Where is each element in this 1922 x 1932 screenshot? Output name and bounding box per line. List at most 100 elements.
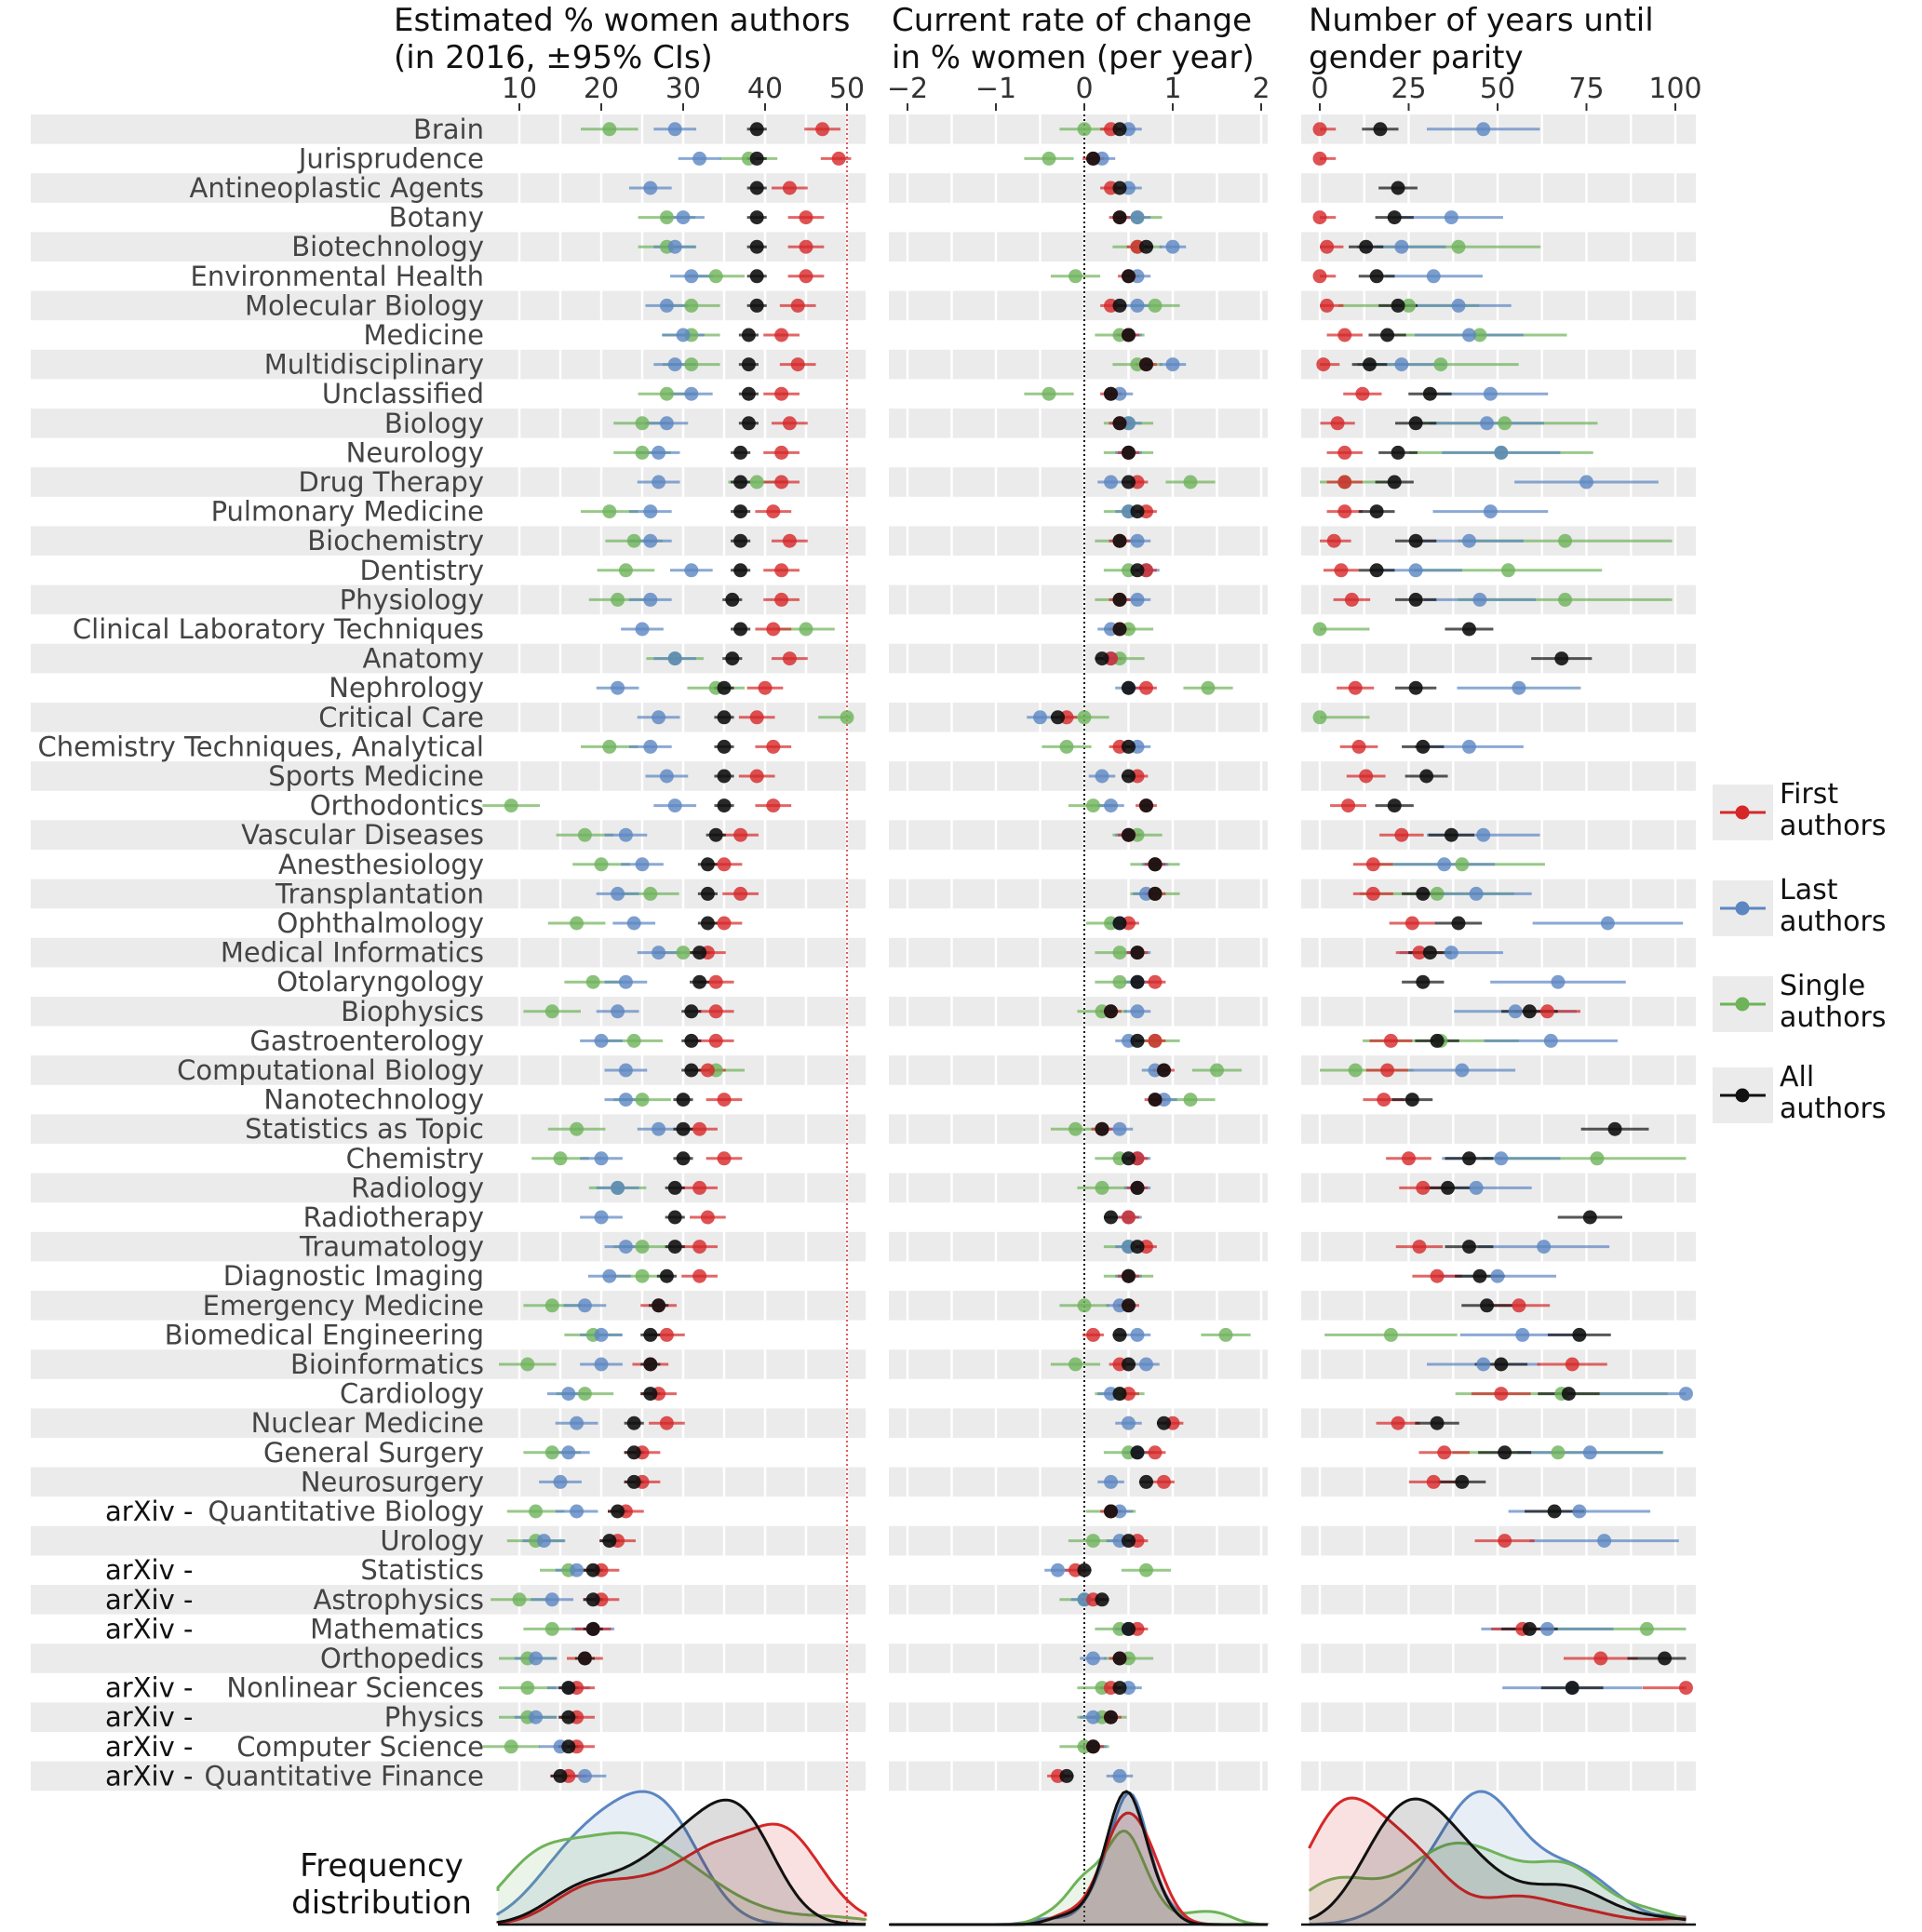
point-years (1540, 1622, 1554, 1636)
point-rate (1051, 1563, 1065, 1577)
point-rate (1184, 476, 1198, 490)
point-pct (643, 887, 657, 901)
point-years (1313, 122, 1327, 136)
point-years (1416, 887, 1430, 901)
point-years (1431, 1034, 1445, 1048)
point-rate (1139, 1475, 1153, 1489)
point-rate (1078, 1298, 1092, 1312)
field-label: Diagnostic Imaging (223, 1260, 484, 1292)
row-band (889, 1468, 1268, 1497)
point-years (1320, 240, 1334, 254)
point-years (1337, 476, 1351, 490)
point-pct (677, 1151, 691, 1165)
point-pct (561, 1445, 575, 1459)
point-rate (1060, 740, 1074, 754)
point-rate (1122, 681, 1136, 695)
point-pct (701, 917, 715, 931)
point-pct (619, 975, 633, 989)
field-label: Critical Care (318, 702, 484, 733)
tick-label-pct: 40 (747, 73, 783, 105)
point-pct (545, 1298, 559, 1312)
point-years (1593, 1652, 1607, 1666)
panel-subtitle-rate: in % women (per year) (892, 39, 1255, 76)
point-pct (578, 1387, 592, 1401)
point-pct (668, 357, 682, 371)
point-years (1590, 1151, 1604, 1165)
point-years (1373, 122, 1387, 136)
point-rate (1166, 240, 1180, 254)
point-years (1572, 1505, 1586, 1519)
point-rate (1131, 299, 1145, 313)
point-years (1352, 740, 1366, 754)
point-rate (1149, 975, 1163, 989)
point-years (1601, 917, 1615, 931)
point-rate (1095, 651, 1109, 665)
point-years (1423, 946, 1437, 959)
point-pct (578, 828, 592, 842)
point-rate (1122, 269, 1136, 283)
point-pct (652, 476, 665, 490)
point-years (1512, 681, 1526, 695)
point-pct (733, 476, 747, 490)
field-label: Neurosurgery (301, 1466, 484, 1497)
field-label: Astrophysics (313, 1584, 484, 1616)
point-pct (774, 563, 788, 577)
point-pct (602, 504, 616, 518)
point-pct (627, 534, 641, 548)
point-pct (750, 152, 764, 166)
point-years (1337, 504, 1351, 518)
point-years (1608, 1122, 1622, 1136)
point-rate (1131, 534, 1145, 548)
field-label: Chemistry Techniques, Analytical (37, 731, 484, 762)
point-years (1394, 828, 1408, 842)
point-years (1427, 1475, 1441, 1489)
point-years (1345, 593, 1359, 607)
point-pct (800, 210, 813, 224)
field-label: Radiology (351, 1172, 484, 1203)
point-rate (1104, 798, 1118, 812)
point-pct (636, 1240, 650, 1254)
point-years (1566, 1681, 1579, 1695)
point-rate (1113, 1122, 1127, 1136)
point-pct (733, 623, 747, 637)
point-pct (677, 329, 691, 342)
tick-label-years: 100 (1648, 73, 1701, 105)
point-pct (660, 210, 674, 224)
field-label: Ophthalmology (276, 907, 484, 939)
tick-label-pct: 50 (829, 73, 865, 105)
point-rate (1122, 1211, 1136, 1225)
point-pct (595, 1034, 609, 1048)
point-rate (1113, 299, 1127, 313)
frequency-label: Frequency (300, 1847, 464, 1885)
field-label: Vascular Diseases (241, 819, 484, 851)
row-band (889, 1232, 1268, 1262)
point-pct (718, 857, 732, 871)
point-years (1331, 416, 1345, 430)
field-label: Environmental Health (191, 261, 484, 292)
point-years (1476, 122, 1490, 136)
point-pct (718, 770, 732, 784)
tick-label-rate: −1 (975, 73, 1016, 105)
tick-label-years: 50 (1480, 73, 1515, 105)
point-pct (766, 623, 780, 637)
point-pct (750, 299, 764, 313)
point-rate (1166, 357, 1180, 371)
point-years (1441, 1181, 1455, 1195)
point-rate (1113, 623, 1127, 637)
field-label: Pulmonary Medicine (211, 496, 484, 528)
field-label: Orthodontics (310, 790, 484, 822)
point-pct (692, 946, 706, 959)
point-rate (1139, 1563, 1153, 1577)
point-years (1554, 651, 1568, 665)
point-pct (643, 504, 657, 518)
point-pct (652, 1122, 665, 1136)
point-pct (677, 946, 691, 959)
point-years (1388, 798, 1402, 812)
point-pct (668, 122, 682, 136)
point-years (1402, 1151, 1416, 1165)
point-rate (1069, 1122, 1082, 1136)
point-pct (611, 1181, 625, 1195)
point-pct (742, 387, 756, 401)
point-rate (1122, 1534, 1136, 1548)
point-pct (668, 1240, 682, 1254)
